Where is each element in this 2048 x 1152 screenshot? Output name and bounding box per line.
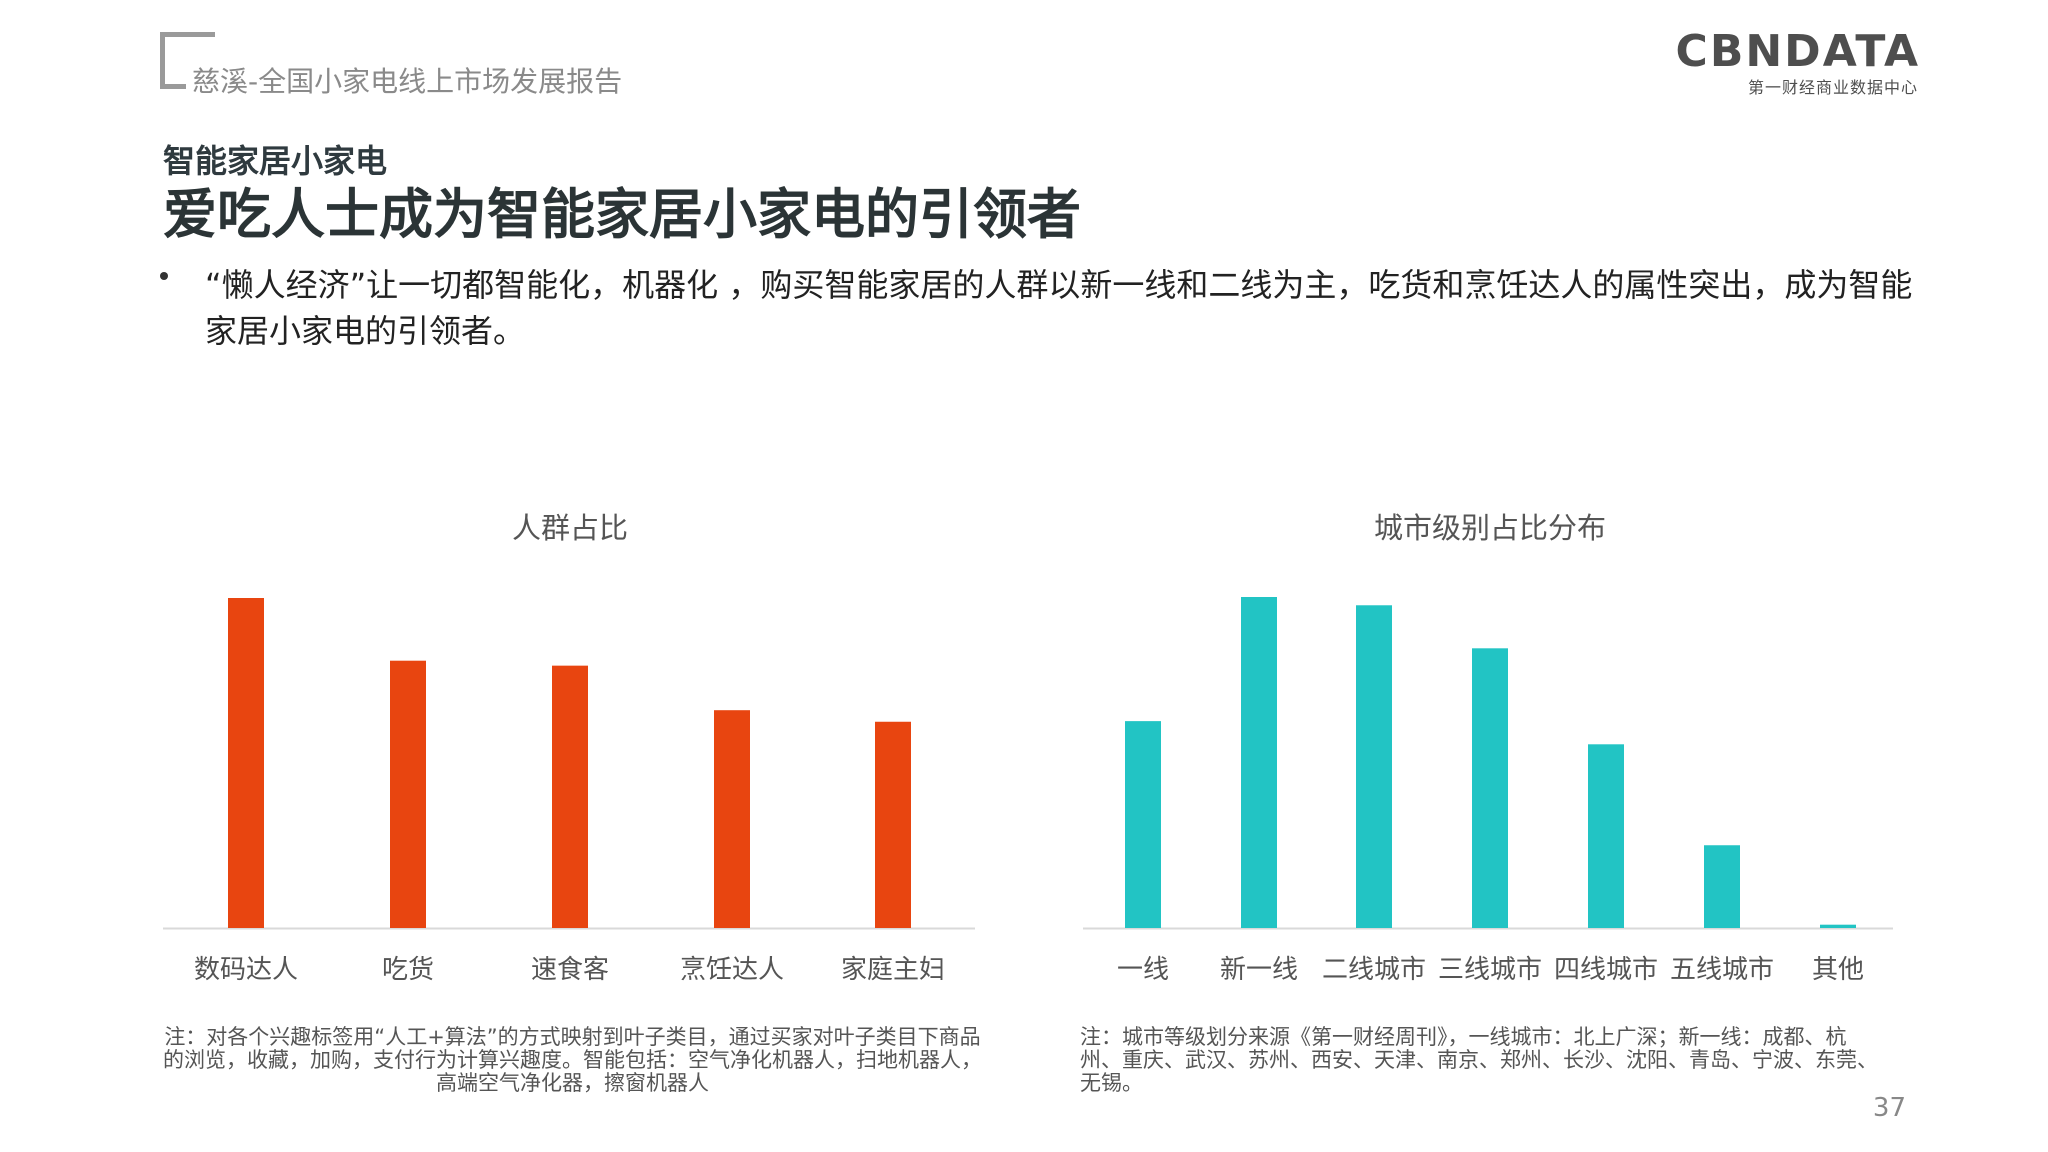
chart-1-bar-0 — [1125, 721, 1161, 928]
chart-0-bar-2 — [552, 665, 588, 928]
chart-0-tick-label-0: 数码达人 — [194, 955, 298, 985]
chart-1-bar-2 — [1356, 605, 1392, 928]
header-bracket-decoration-lower — [160, 55, 186, 89]
bullet-dot — [160, 272, 168, 280]
page-number: 37 — [1872, 1093, 1906, 1123]
chart-1-bar-1 — [1241, 597, 1277, 928]
chart-0-bar-1 — [390, 660, 426, 928]
note-right: 注：城市等级划分来源《第一财经周刊》，一线城市：北上广深；新一线：成都、杭州、重… — [1080, 1025, 1878, 1095]
note-left: 注：对各个兴趣标签用“人工+算法”的方式映射到叶子类目，通过买家对叶子类目下商品… — [163, 1025, 982, 1095]
chart-0-tick-label-4: 家庭主妇 — [841, 955, 945, 985]
chart-1-bar-4 — [1588, 744, 1624, 928]
chart-1-tick-label-3: 三线城市 — [1438, 955, 1542, 985]
bullet-text: “懒人经济”让一切都智能化，机器化 ，购买智能家居的人群以新一线和二线为主，吃货… — [205, 266, 1913, 350]
chart-0-tick-label-1: 吃货 — [382, 955, 434, 985]
chart-0-tick-label-3: 烹饪达人 — [680, 955, 784, 985]
report-title: 慈溪-全国小家电线上市场发展报告 — [192, 65, 623, 98]
chart-1-bar-3 — [1472, 648, 1508, 928]
section-label: 智能家居小家电 — [163, 142, 388, 180]
page-title: 爱吃人士成为智能家居小家电的引领者 — [163, 183, 1081, 246]
chart-0-bar-4 — [875, 721, 911, 928]
chart-0-tick-label-2: 速食客 — [531, 955, 609, 985]
chart-0-bar-3 — [714, 710, 750, 928]
chart-1-tick-label-6: 其他 — [1812, 955, 1864, 985]
chart-1-tick-label-5: 五线城市 — [1670, 955, 1774, 985]
chart-1-tick-label-4: 四线城市 — [1554, 955, 1658, 985]
chart-title-crowd: 人群占比 — [511, 511, 628, 545]
cbndata-logo-subtitle: 第一财经商业数据中心 — [1747, 78, 1918, 97]
cbndata-logo: CBNDATA — [1675, 26, 1920, 77]
chart-title-city: 城市级别占比分布 — [1373, 511, 1606, 545]
chart-1-tick-label-0: 一线 — [1117, 955, 1169, 985]
chart-1-bar-6 — [1820, 924, 1856, 928]
chart-1-tick-label-2: 二线城市 — [1322, 955, 1426, 985]
chart-1-bar-5 — [1704, 845, 1740, 928]
chart-1-tick-label-1: 新一线 — [1220, 955, 1298, 985]
chart-0-bar-0 — [228, 598, 264, 928]
